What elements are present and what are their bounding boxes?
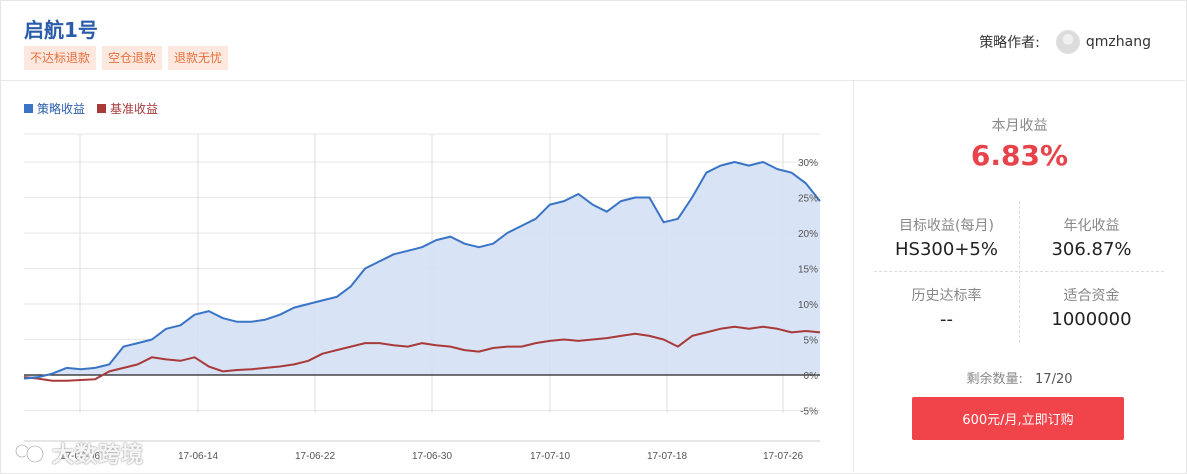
chart-legend: 策略收益 基准收益: [24, 100, 158, 117]
avatar[interactable]: [1055, 30, 1080, 54]
author-name[interactable]: qmzhang: [1085, 34, 1151, 50]
y-tick-label: 20%: [798, 229, 818, 240]
legend-item-strategy[interactable]: 策略收益: [24, 100, 85, 117]
watermark: 大数跨境: [14, 437, 144, 469]
grid-divider-vertical: [1019, 201, 1020, 343]
y-tick-label: 15%: [798, 265, 818, 276]
strategy-title[interactable]: 启航1号: [24, 18, 98, 42]
watermark-text: 大数跨境: [52, 443, 145, 468]
legend-label-benchmark: 基准收益: [110, 102, 159, 116]
y-tick-label: 10%: [798, 300, 818, 311]
stat-history-label: 历史达标率: [911, 288, 982, 304]
monthly-return-value: 6.83%: [970, 139, 1069, 172]
grid-divider-horizontal: [874, 271, 1164, 272]
returns-chart[interactable]: 30% 25% 20% 15% 10% 5% 0% -5% 17-06-06 17-06-14 17…: [0, 81, 853, 472]
strategy-area: [24, 162, 820, 379]
stats-grid: 目标收益(每月) HS300+5% 年化收益 306.87% 历史达标率 -- …: [874, 201, 1164, 351]
chart-panel: 策略收益 基准收益 30% 25% 20% 15% 10% 5% 0% -5% 17-06-06…: [0, 81, 853, 472]
stat-capital: 适合资金 1000000: [1019, 271, 1164, 341]
stat-annual: 年化收益 306.87%: [1019, 201, 1164, 271]
y-tick-label: 25%: [798, 194, 818, 205]
header: 启航1号 不达标退款 空仓退款 退款无忧 策略作者: qmzhang: [0, 0, 1185, 81]
tag-badge: 空仓退款: [102, 46, 163, 70]
stat-target-value: HS300+5%: [895, 239, 998, 260]
monthly-return-label: 本月收益: [991, 118, 1048, 134]
legend-swatch-benchmark: [97, 104, 107, 113]
remaining-value: 17/20: [1035, 372, 1073, 387]
stats-panel: 本月收益 6.83% 目标收益(每月) HS300+5% 年化收益 306.87…: [854, 81, 1185, 472]
stat-history: 历史达标率 --: [874, 271, 1019, 341]
stat-history-value: --: [940, 309, 953, 330]
stat-annual-label: 年化收益: [1063, 218, 1120, 234]
x-tick-label: 17-06-30: [412, 451, 452, 462]
stat-annual-value: 306.87%: [1051, 239, 1132, 260]
stat-target: 目标收益(每月) HS300+5%: [874, 201, 1019, 271]
y-tick-label: 30%: [798, 158, 818, 169]
author-info: 策略作者: qmzhang: [979, 30, 1151, 54]
y-tick-label: 0%: [804, 371, 819, 382]
x-tick-label: 17-06-14: [178, 451, 218, 462]
remaining-label: 剩余数量:: [966, 372, 1023, 387]
legend-label-strategy: 策略收益: [37, 102, 86, 116]
subscribe-button[interactable]: 600元/月,立即订购: [912, 397, 1124, 440]
x-tick-label: 17-07-18: [647, 451, 687, 462]
tag-badge: 退款无忧: [168, 46, 229, 70]
benchmark-line: [23, 325, 821, 382]
strategy-line: [23, 161, 821, 380]
x-tick-label: 17-07-10: [530, 451, 570, 462]
y-tick-label: 5%: [804, 336, 819, 347]
tag-list: 不达标退款 空仓退款 退款无忧: [24, 46, 229, 70]
tag-badge: 不达标退款: [24, 46, 97, 70]
watermark-logo-icon: [14, 443, 45, 464]
y-tick-label: -5%: [800, 407, 818, 418]
legend-item-benchmark[interactable]: 基准收益: [97, 100, 158, 117]
stat-capital-label: 适合资金: [1063, 288, 1120, 304]
x-tick-label: 17-06-06: [60, 451, 100, 462]
stat-target-label: 目标收益(每月): [899, 218, 994, 234]
stat-capital-value: 1000000: [1051, 309, 1132, 330]
x-tick-label: 17-07-26: [763, 451, 803, 462]
legend-swatch-strategy: [24, 104, 33, 113]
author-label: 策略作者:: [979, 35, 1040, 51]
remaining-count: 剩余数量: 17/20: [854, 368, 1185, 387]
panel-divider: [853, 81, 854, 472]
x-tick-label: 17-06-22: [295, 451, 335, 462]
